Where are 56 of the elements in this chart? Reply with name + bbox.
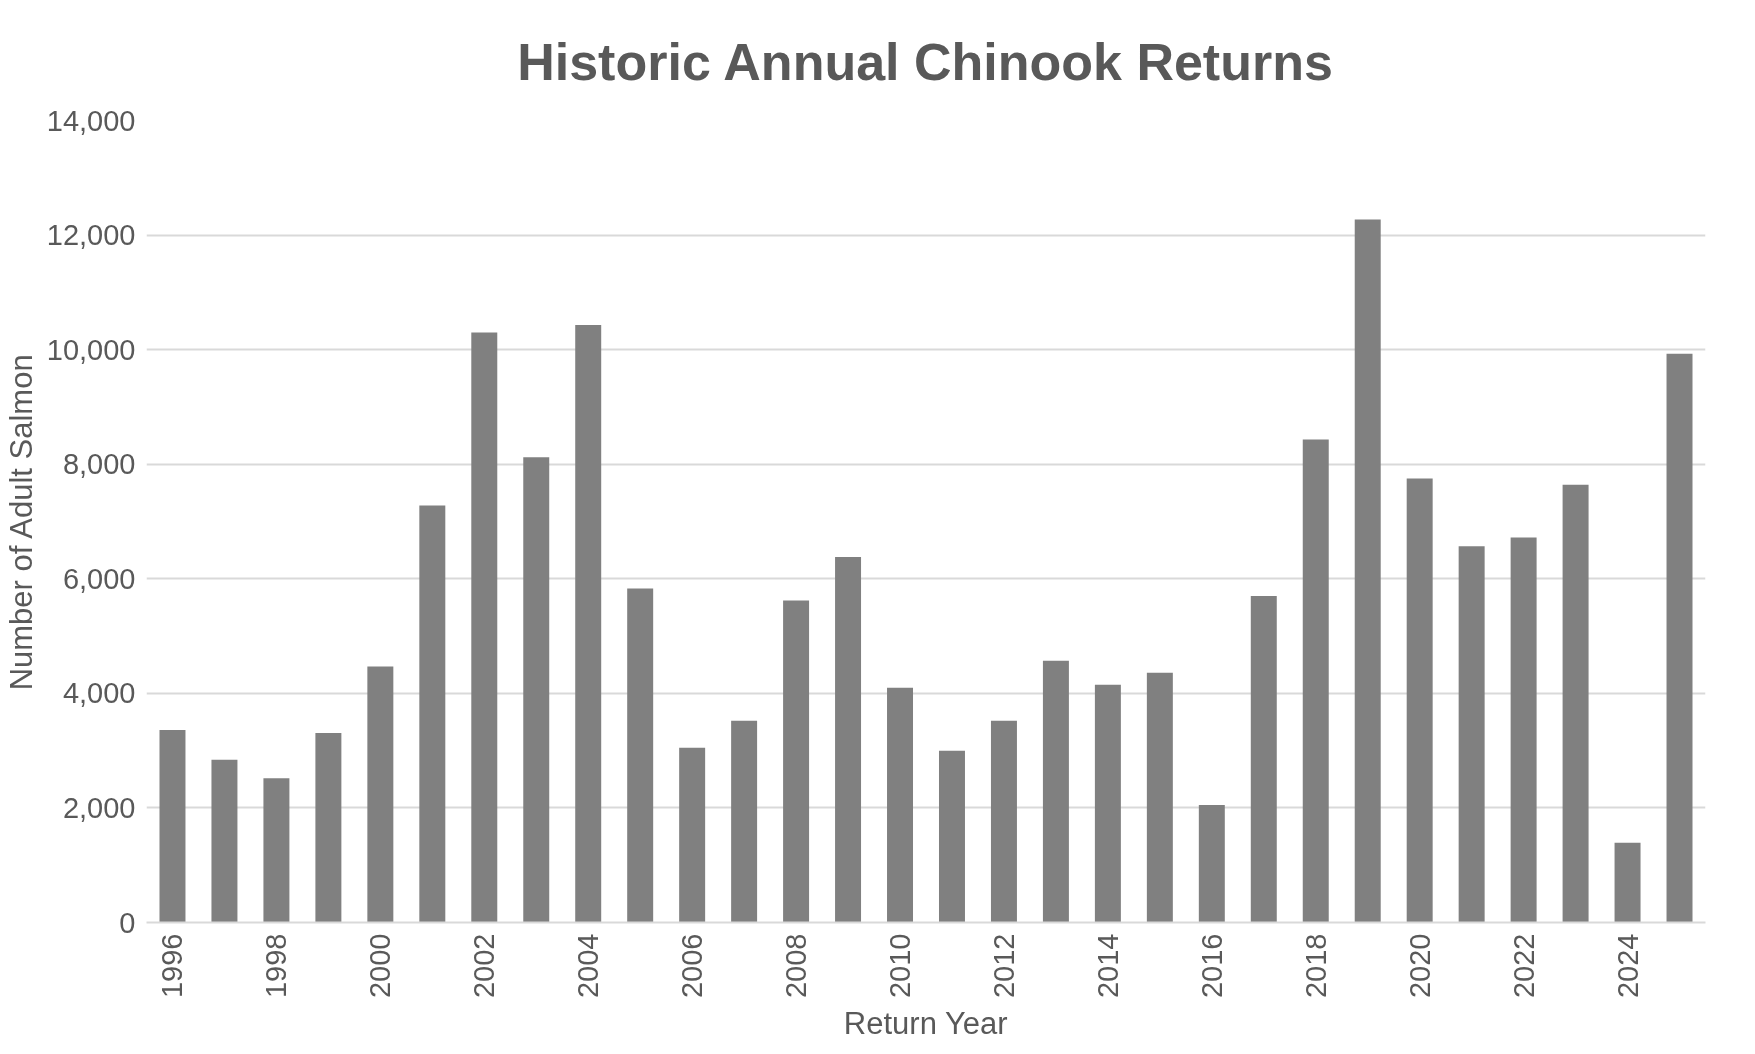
y-tick-label: 6,000 xyxy=(62,562,136,595)
bar xyxy=(1354,219,1381,923)
bar xyxy=(419,505,446,923)
x-tick-label: 2000 xyxy=(364,933,397,999)
bar xyxy=(1094,684,1121,923)
bar xyxy=(679,747,706,923)
bar xyxy=(575,325,602,923)
x-tick-label: 2002 xyxy=(468,933,501,999)
bar xyxy=(1510,537,1537,923)
x-tick-label: 2022 xyxy=(1507,933,1540,999)
bar xyxy=(1562,484,1589,923)
x-tick-label: 1996 xyxy=(156,933,189,999)
y-tick-label: 0 xyxy=(119,906,136,939)
y-tick-label: 2,000 xyxy=(62,791,136,824)
bar xyxy=(731,720,758,923)
bar xyxy=(263,778,290,923)
bar xyxy=(159,730,186,923)
bar xyxy=(990,720,1017,923)
bar xyxy=(783,600,810,923)
x-tick-label: 2018 xyxy=(1299,933,1332,999)
bar xyxy=(938,750,965,923)
x-tick-label: 2010 xyxy=(884,933,917,999)
chart-title: Historic Annual Chinook Returns xyxy=(517,32,1333,91)
x-tick-label: 2006 xyxy=(676,933,709,999)
x-tick-label: 2004 xyxy=(572,933,605,999)
y-tick-label: 8,000 xyxy=(62,448,136,481)
x-tick-label: 2008 xyxy=(780,933,813,999)
x-tick-label: 2012 xyxy=(987,933,1020,999)
bar xyxy=(627,588,654,923)
bar xyxy=(1302,439,1329,923)
x-tick-label: 1998 xyxy=(260,933,293,999)
y-tick-label: 14,000 xyxy=(46,104,136,137)
bar xyxy=(1042,660,1069,923)
bar xyxy=(315,732,342,923)
x-axis-title: Return Year xyxy=(843,1006,1008,1042)
x-tick-label: 2024 xyxy=(1611,933,1644,999)
bar xyxy=(1198,805,1225,923)
y-tick-label: 4,000 xyxy=(62,677,136,710)
x-tick-label: 2020 xyxy=(1403,933,1436,999)
bar xyxy=(1406,478,1433,923)
y-axis-title: Number of Adult Salmon xyxy=(3,354,39,691)
bar xyxy=(1666,353,1693,923)
bar xyxy=(1458,546,1485,923)
bar xyxy=(211,759,238,923)
bar xyxy=(1250,595,1277,923)
bar xyxy=(835,557,862,923)
bar xyxy=(887,687,914,923)
bar xyxy=(1614,842,1641,923)
bar xyxy=(1146,672,1173,923)
bar xyxy=(523,457,550,923)
x-tick-label: 2014 xyxy=(1091,933,1124,999)
x-tick-label: 2016 xyxy=(1195,933,1228,999)
y-tick-label: 10,000 xyxy=(46,333,136,366)
bar xyxy=(367,666,394,923)
y-tick-label: 12,000 xyxy=(46,219,136,252)
bar xyxy=(471,332,498,923)
